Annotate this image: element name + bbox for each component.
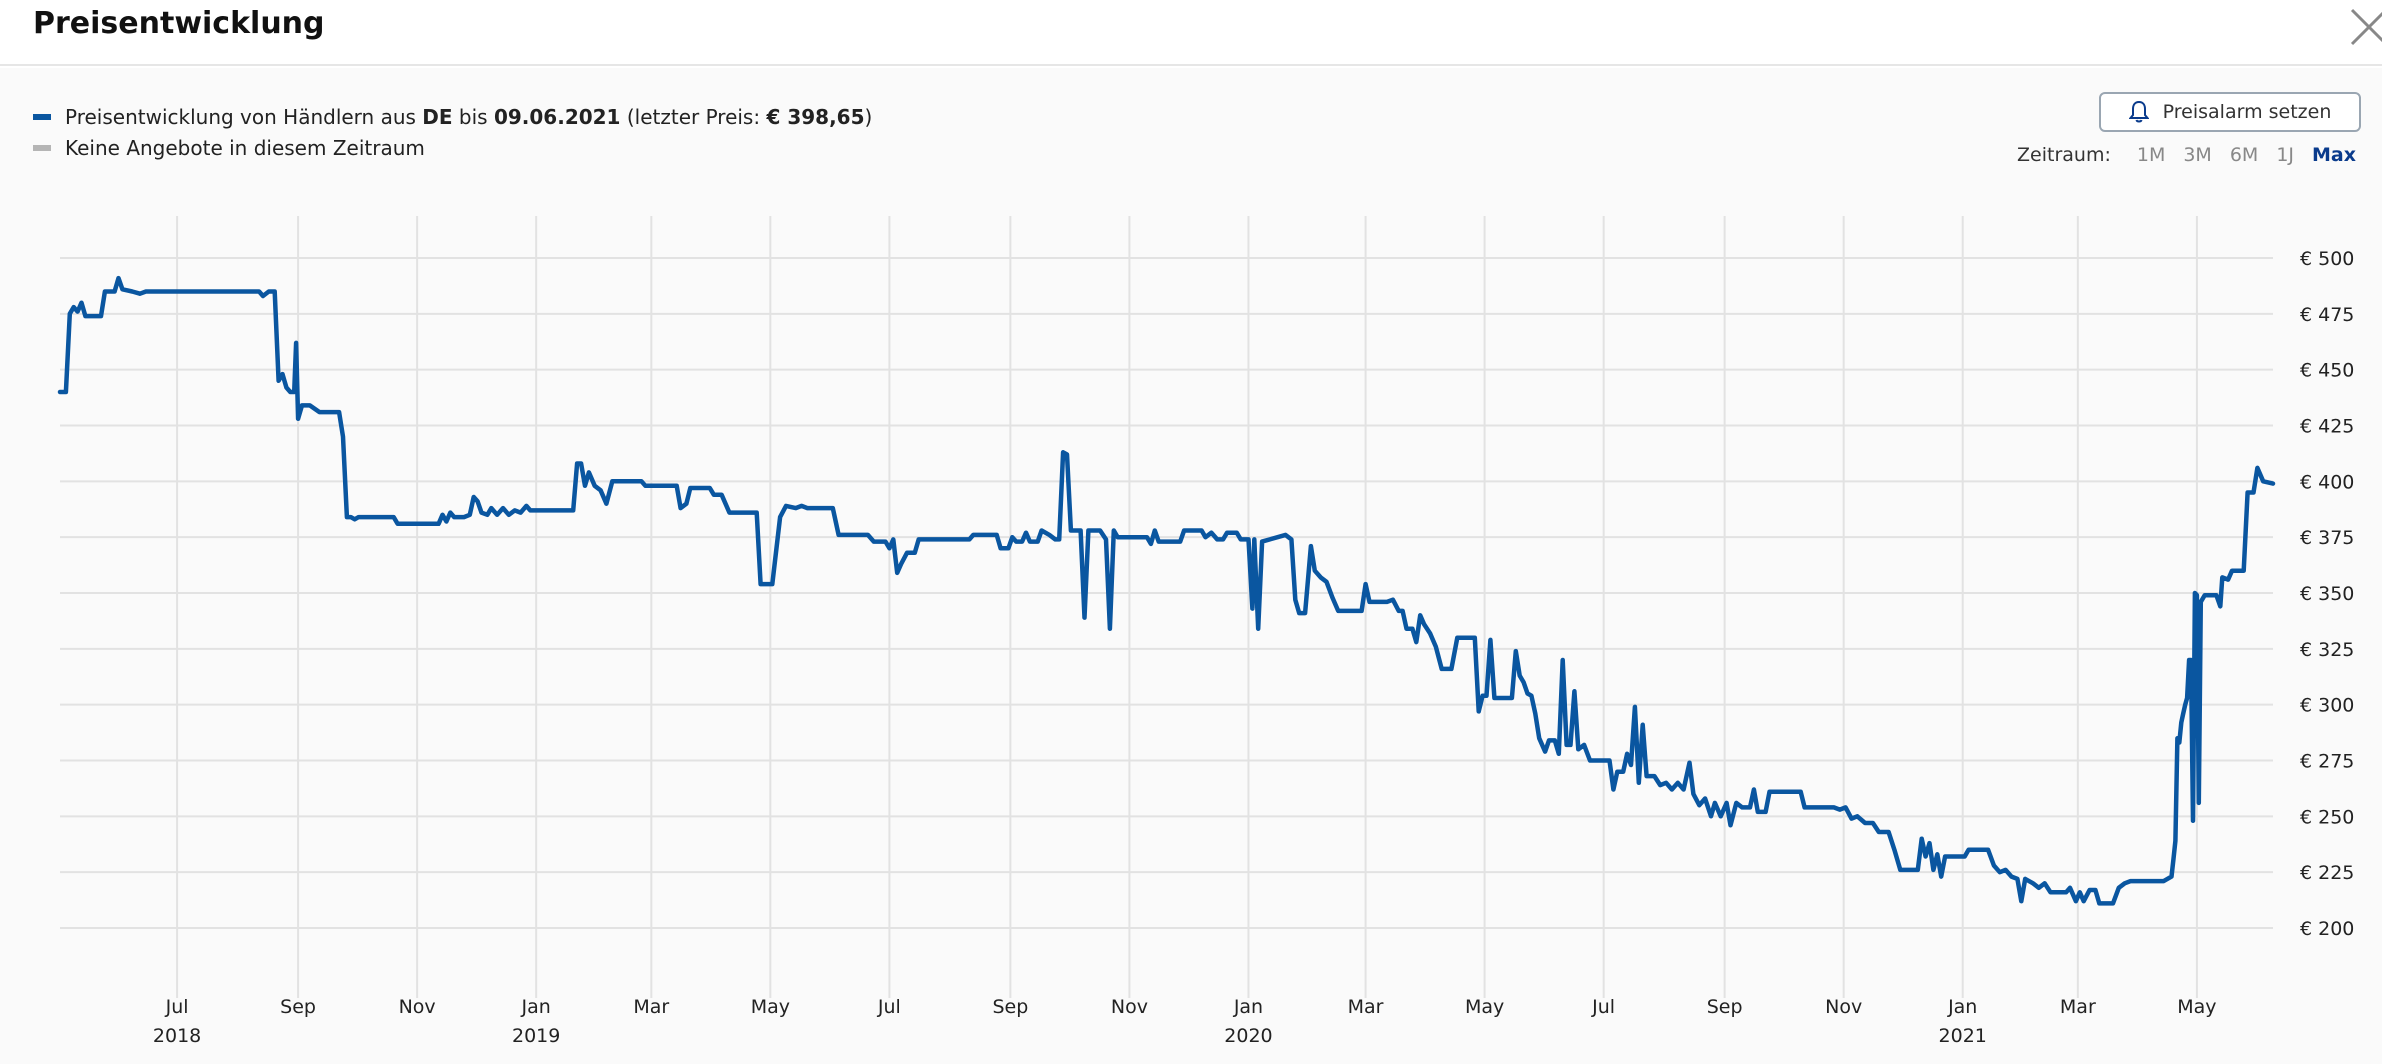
y-tick-label: € 350 <box>2300 583 2354 605</box>
y-tick-label: € 375 <box>2300 527 2354 549</box>
close-icon[interactable] <box>2346 4 2382 48</box>
y-tick-label: € 275 <box>2300 751 2354 773</box>
price-alert-button[interactable]: Preisalarm setzen <box>2099 92 2361 132</box>
timeframe-option-6m[interactable]: 6M <box>2229 144 2259 166</box>
price-series-line <box>57 275 2276 906</box>
y-tick-label: € 250 <box>2300 806 2354 828</box>
x-tick-label: Nov <box>1825 996 1862 1018</box>
x-year-label: 2018 <box>153 1025 201 1047</box>
timeframe-option-1m[interactable]: 1M <box>2136 144 2166 166</box>
x-tick-label: Jul <box>1591 996 1615 1018</box>
x-tick-label: Mar <box>1348 996 1384 1018</box>
x-tick-label: Mar <box>633 996 669 1018</box>
x-year-label: 2021 <box>1939 1025 1987 1047</box>
bell-icon <box>2128 100 2149 123</box>
x-tick-label: Nov <box>399 996 436 1018</box>
x-tick-label: Nov <box>1111 996 1148 1018</box>
y-tick-label: € 225 <box>2300 862 2354 884</box>
x-tick-label: Jan <box>1947 996 1977 1018</box>
legend-item-no-offers: Keine Angebote in diesem Zeitraum <box>33 136 425 160</box>
legend-price-text: Preisentwicklung von Händlern aus DE bis… <box>65 105 873 129</box>
timeframe-option-1j[interactable]: 1J <box>2276 144 2295 166</box>
timeframe-option-max[interactable]: Max <box>2312 144 2356 166</box>
y-tick-label: € 300 <box>2300 695 2354 717</box>
x-tick-label: Mar <box>2060 996 2096 1018</box>
x-tick-label: Jul <box>165 996 189 1018</box>
price-chart: € 500 € 475 € 450 € 425 € 400 € 375 € 350 € 325… <box>57 216 2354 1047</box>
y-tick-label: € 325 <box>2300 639 2354 661</box>
y-tick-label: € 200 <box>2300 918 2354 940</box>
chart-panel: Preisentwicklung von Händlern aus DE bis… <box>0 68 2382 1064</box>
price-alert-label: Preisalarm setzen <box>2162 101 2332 123</box>
page-title: Preisentwicklung <box>33 6 325 41</box>
timeframe-selector: Zeitraum: 1M 3M 6M 1J Max <box>2017 144 2356 166</box>
x-tick-label: May <box>751 996 790 1018</box>
x-tick-label: Jul <box>877 996 901 1018</box>
y-tick-label: € 400 <box>2300 471 2354 493</box>
y-tick-label: € 450 <box>2300 360 2354 382</box>
x-tick-label: Sep <box>280 996 316 1018</box>
x-tick-label: May <box>1465 996 1504 1018</box>
legend-swatch-no-offers <box>33 145 51 151</box>
dialog-header: Preisentwicklung <box>0 0 2382 66</box>
x-tick-label: Jan <box>521 996 551 1018</box>
x-tick-label: Sep <box>1707 996 1743 1018</box>
timeframe-label: Zeitraum: <box>2017 144 2111 166</box>
y-tick-label: € 500 <box>2300 248 2354 270</box>
x-tick-label: Sep <box>992 996 1028 1018</box>
legend-item-price: Preisentwicklung von Händlern aus DE bis… <box>33 105 872 129</box>
x-year-label: 2019 <box>512 1025 560 1047</box>
legend-no-offers-text: Keine Angebote in diesem Zeitraum <box>65 136 425 160</box>
x-tick-label: May <box>2177 996 2216 1018</box>
timeframe-option-3m[interactable]: 3M <box>2183 144 2212 166</box>
x-year-label: 2020 <box>1224 1025 1272 1047</box>
x-tick-label: Jan <box>1233 996 1263 1018</box>
y-tick-label: € 475 <box>2300 304 2354 326</box>
legend-swatch-price <box>33 114 51 120</box>
y-tick-label: € 425 <box>2300 416 2354 438</box>
